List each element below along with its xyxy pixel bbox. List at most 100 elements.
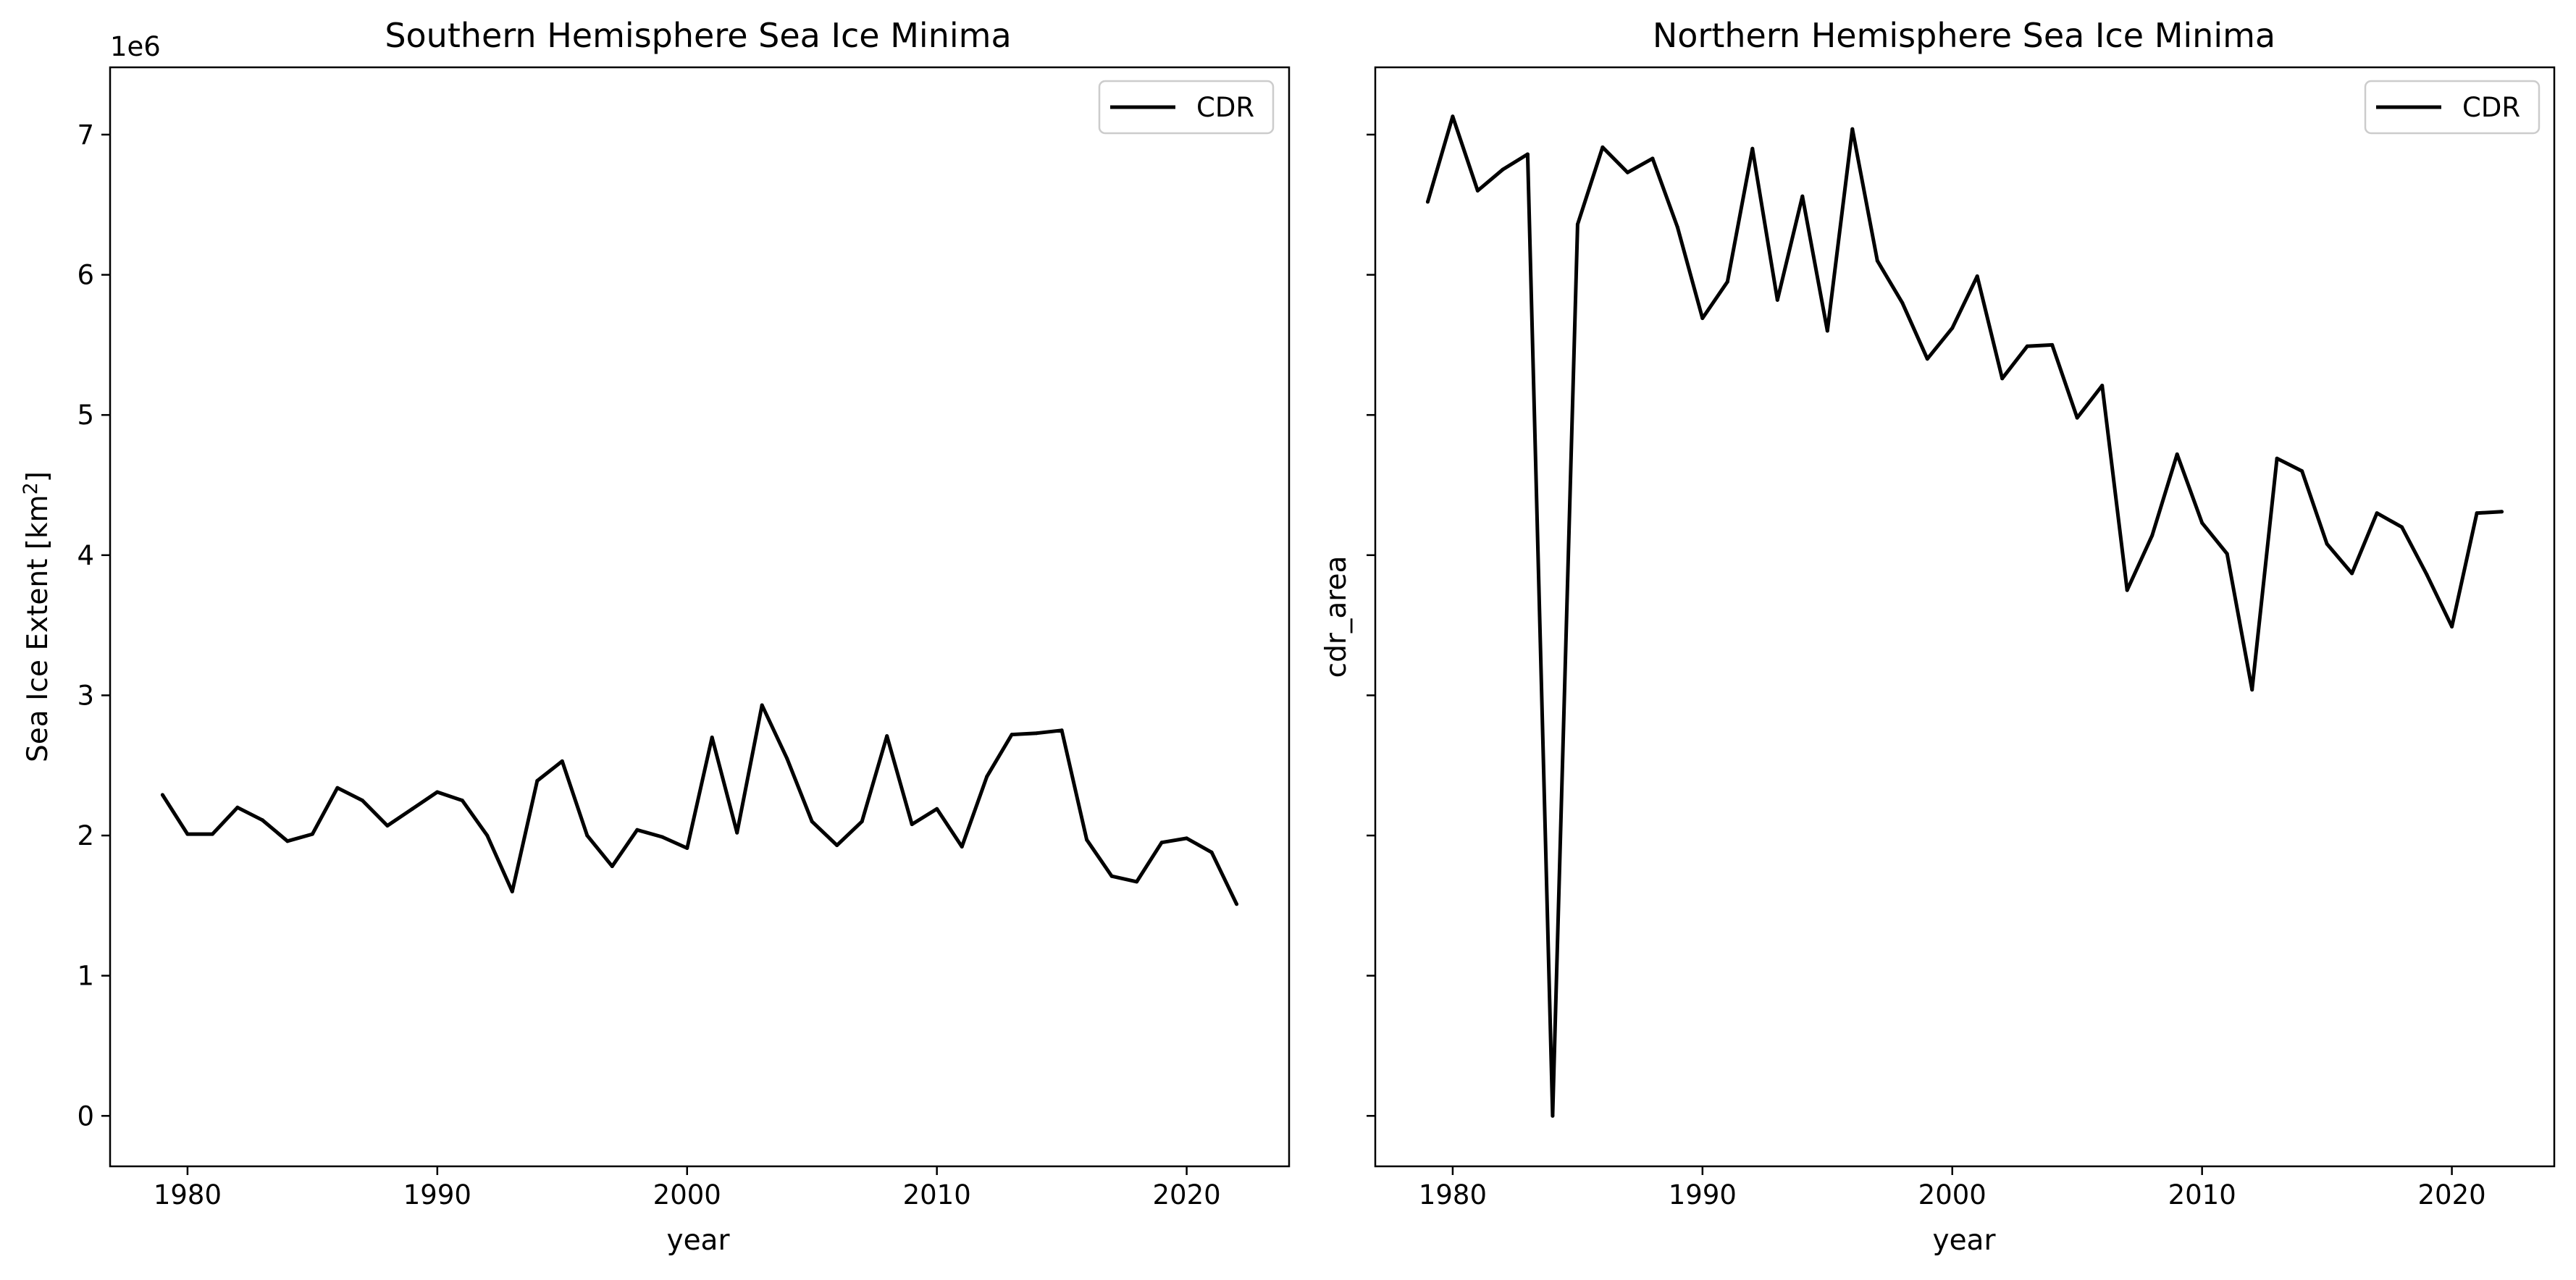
data-point	[1135, 880, 1139, 884]
x-tick-label: 1990	[403, 1179, 471, 1210]
data-point	[1825, 329, 1829, 333]
data-point	[1085, 838, 1089, 842]
data-point	[585, 833, 590, 838]
data-point	[535, 779, 540, 783]
data-point	[1800, 194, 1805, 198]
data-point	[760, 703, 764, 707]
x-axis-ticks: 1980 1990 2000 2010 2020	[154, 1166, 1221, 1210]
data-point	[1850, 127, 1855, 131]
data-point	[2250, 688, 2254, 692]
data-point	[385, 824, 390, 828]
data-point	[1650, 156, 1655, 161]
data-point	[2000, 376, 2005, 381]
data-point	[710, 736, 714, 739]
data-point	[1625, 170, 1629, 174]
data-point	[1675, 225, 1679, 230]
data-point	[2100, 384, 2105, 387]
data-point	[310, 832, 314, 836]
data-point	[360, 799, 364, 803]
data-point	[810, 820, 814, 824]
y-axis-ticks	[1367, 133, 1375, 1117]
data-point	[1750, 146, 1755, 151]
y-tick-label: 5	[77, 400, 94, 431]
y-tick-label: 1	[77, 961, 94, 992]
data-point	[1060, 728, 1064, 733]
legend: CDR	[2364, 80, 2541, 135]
data-point	[1010, 733, 1014, 737]
y-tick-label: 4	[77, 540, 94, 571]
data-point	[2225, 552, 2229, 556]
data-point	[1950, 326, 1955, 330]
northern-hemisphere-chart: Northern Hemisphere Sea Ice Minima 1980 1…	[1320, 16, 2556, 1257]
x-tick-label: 2000	[1918, 1179, 1986, 1210]
data-point	[2150, 534, 2155, 538]
data-point	[2175, 452, 2179, 456]
data-point	[560, 759, 564, 763]
x-axis-ticks: 1980 1990 2000 2010 2020	[1419, 1166, 2486, 1210]
data-point	[2075, 416, 2079, 420]
data-point	[2050, 342, 2055, 347]
data-point	[2325, 542, 2329, 546]
data-point	[260, 818, 264, 822]
data-point	[2450, 625, 2454, 629]
data-point	[1525, 152, 1530, 156]
data-point	[1575, 222, 1579, 227]
data-point	[1900, 300, 1905, 305]
x-tick-label: 1990	[1669, 1179, 1737, 1210]
data-point	[1035, 731, 1039, 736]
chart-title: Southern Hemisphere Sea Ice Minima	[385, 16, 1011, 55]
y-axis-label-end: ]	[22, 471, 54, 482]
data-point	[2275, 456, 2279, 460]
y-offset-label: 1e6	[110, 31, 161, 62]
legend-box	[2364, 80, 2541, 135]
data-point	[1425, 200, 1430, 204]
series-layer	[1425, 114, 2504, 1118]
data-point	[335, 786, 340, 790]
data-point	[860, 820, 864, 824]
data-point	[1875, 258, 1879, 263]
data-point	[435, 790, 440, 794]
data-point	[460, 799, 464, 803]
data-point	[210, 832, 214, 836]
data-point	[2125, 588, 2129, 592]
data-point	[2425, 573, 2429, 577]
y-axis-ticks: 0 1 2 3 4 5 6 7	[77, 119, 110, 1132]
series-layer	[160, 703, 1239, 906]
data-point	[185, 832, 190, 836]
data-point	[1725, 279, 1729, 284]
y-tick-label: 3	[77, 680, 94, 711]
data-point	[1209, 850, 1214, 854]
y-axis-label: Sea Ice Extent [km2]	[20, 471, 54, 762]
data-point	[2200, 521, 2204, 525]
data-point	[1235, 902, 1239, 906]
x-tick-label: 1980	[1419, 1179, 1487, 1210]
data-point	[685, 846, 689, 850]
y-tick-label: 7	[77, 119, 94, 151]
data-point	[1975, 274, 1979, 278]
data-point	[2375, 511, 2379, 515]
legend-entry-cdr: CDR	[2462, 92, 2520, 123]
data-point	[1185, 836, 1189, 841]
x-tick-label: 1980	[154, 1179, 222, 1210]
y-axis-label-superscript: 2	[20, 482, 42, 494]
series-line-cdr	[1426, 114, 2502, 1118]
data-point	[160, 793, 164, 797]
data-point	[510, 890, 514, 893]
legend-box	[1098, 80, 1275, 135]
data-point	[2475, 511, 2479, 515]
data-point	[410, 807, 414, 811]
data-point	[2500, 510, 2504, 514]
data-point	[1475, 188, 1480, 193]
data-point	[285, 839, 290, 843]
data-point	[885, 734, 889, 738]
data-point	[235, 805, 240, 809]
data-point	[985, 775, 989, 779]
southern-hemisphere-chart: Southern Hemisphere Sea Ice Minima 1e6 1…	[20, 16, 1291, 1257]
data-point	[2025, 344, 2029, 348]
data-point	[1501, 167, 1505, 172]
data-point	[785, 757, 789, 761]
x-tick-label: 2010	[2168, 1179, 2236, 1210]
data-point	[485, 833, 490, 838]
